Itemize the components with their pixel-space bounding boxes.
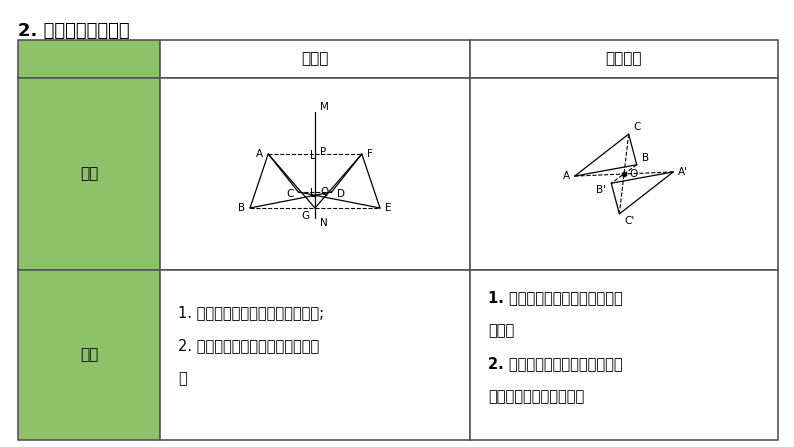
Text: F: F (367, 149, 372, 159)
Bar (470, 40, 778, 78)
Text: D: D (337, 189, 345, 199)
Text: B: B (238, 203, 245, 213)
Text: C': C' (624, 216, 634, 226)
Text: 图形；: 图形； (488, 323, 515, 338)
Text: 图形: 图形 (80, 166, 98, 181)
Text: 2. 对称点所连线段被对称轴垂直平: 2. 对称点所连线段被对称轴垂直平 (178, 338, 319, 353)
Text: 中心对称: 中心对称 (606, 51, 642, 67)
Text: A: A (256, 149, 263, 159)
Text: P: P (320, 147, 326, 157)
Text: A': A' (678, 167, 688, 177)
Text: B': B' (596, 185, 607, 195)
Text: 1. 成中心对称的两个图形是全等: 1. 成中心对称的两个图形是全等 (488, 290, 622, 305)
Text: N: N (320, 218, 328, 228)
Bar (470, 270, 778, 440)
Text: G: G (302, 211, 310, 221)
Text: M: M (320, 102, 329, 112)
Bar (160, 78, 470, 270)
Text: Q: Q (320, 187, 328, 197)
Bar (18, 270, 160, 440)
Text: E: E (385, 203, 391, 213)
Text: 1. 成轴对称的两个图形是全等图形;: 1. 成轴对称的两个图形是全等图形; (178, 305, 324, 320)
Bar (160, 40, 470, 78)
Bar (18, 78, 160, 270)
Text: 心，并且被对称中心平分: 心，并且被对称中心平分 (488, 389, 584, 404)
Text: 轴对称: 轴对称 (301, 51, 329, 67)
Text: O: O (629, 169, 638, 179)
Text: 2. 对称点所连线段都经过对称中: 2. 对称点所连线段都经过对称中 (488, 356, 622, 371)
Bar (160, 270, 470, 440)
Text: 2. 轴对称与中心对称: 2. 轴对称与中心对称 (18, 22, 129, 40)
Text: C: C (286, 189, 293, 199)
Text: 性质: 性质 (80, 347, 98, 363)
Bar (470, 78, 778, 270)
Text: C: C (634, 122, 641, 132)
Text: B: B (642, 153, 649, 163)
Text: 分: 分 (178, 371, 187, 386)
Text: A: A (563, 171, 570, 181)
Bar (18, 40, 160, 78)
